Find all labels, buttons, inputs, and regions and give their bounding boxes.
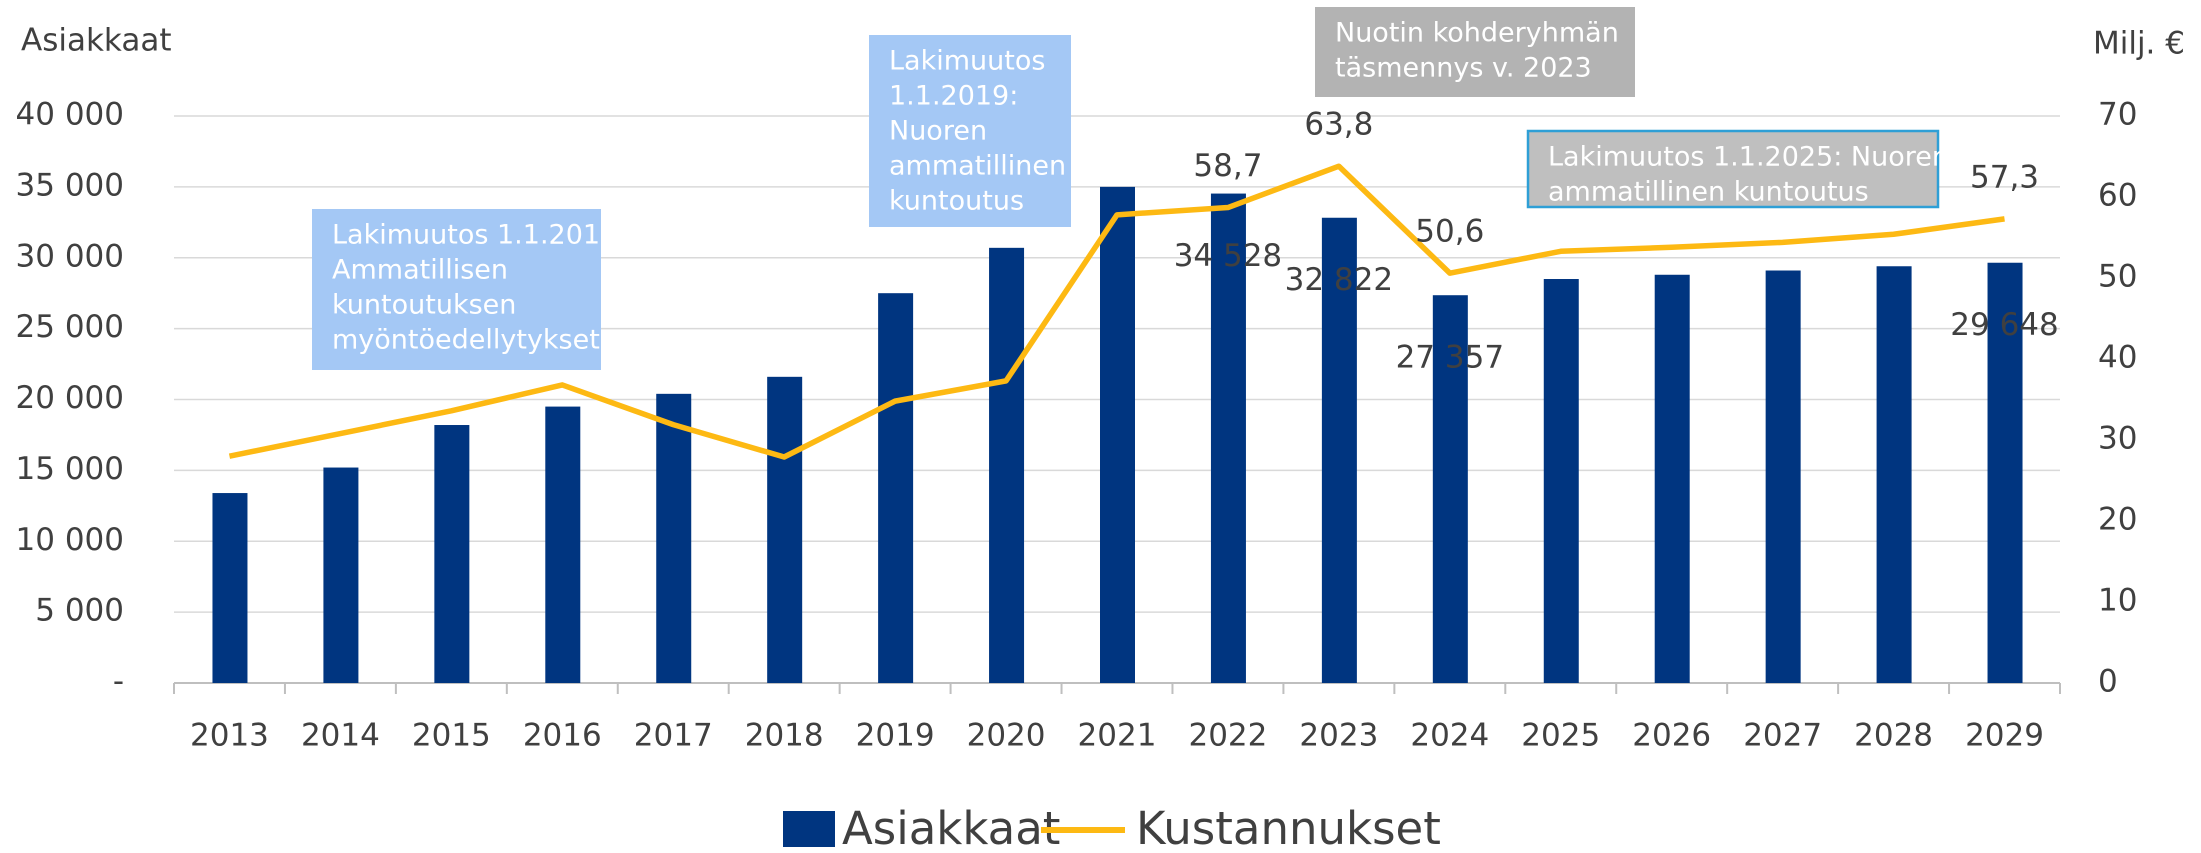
y-tick-label: 40 000 bbox=[16, 97, 124, 133]
y2-axis-title: Milj. € bbox=[2093, 26, 2185, 62]
y2-tick-label: 40 bbox=[2098, 340, 2137, 376]
x-tick-label: 2024 bbox=[1410, 718, 1489, 754]
y2-tick-label: 70 bbox=[2098, 97, 2137, 133]
x-tick-label: 2018 bbox=[745, 718, 824, 754]
bar bbox=[656, 393, 692, 683]
y-tick-label: 35 000 bbox=[16, 167, 124, 203]
annotation-box bbox=[312, 209, 601, 370]
bar bbox=[1432, 295, 1468, 683]
y2-tick-label: 10 bbox=[2098, 583, 2137, 619]
bar bbox=[1765, 270, 1801, 683]
data-label: 63,8 bbox=[1304, 107, 1373, 143]
annotation-text: ammatillinen kuntoutus bbox=[1548, 177, 1869, 208]
y-tick-label: 15 000 bbox=[16, 451, 124, 487]
bar bbox=[1100, 186, 1135, 683]
y2-tick-label: 0 bbox=[2098, 664, 2118, 700]
y-tick-label: 20 000 bbox=[16, 380, 124, 416]
annotation-text: Nuotin kohderyhmän bbox=[1335, 18, 1619, 49]
x-tick-label: 2016 bbox=[523, 718, 602, 754]
y-tick-label: 30 000 bbox=[16, 238, 124, 274]
annotation-text: kuntoutus bbox=[889, 186, 1024, 217]
bar bbox=[767, 376, 803, 683]
annotation-text: Lakimuutos 1.1.2025: Nuoren bbox=[1548, 142, 1949, 173]
bar bbox=[1987, 262, 2023, 683]
x-tick-label: 2017 bbox=[634, 718, 713, 754]
bar bbox=[1654, 274, 1690, 683]
annotation-text: täsmennys v. 2023 bbox=[1335, 53, 1592, 84]
y-tick-label: 10 000 bbox=[16, 522, 124, 558]
y-axis-title: Asiakkaat bbox=[21, 23, 171, 59]
bar bbox=[1210, 193, 1246, 683]
annotation-text: Lakimuutos 1.1.2014: bbox=[332, 220, 626, 251]
line bbox=[228, 163, 2005, 460]
annotation-text: Ammatillisen bbox=[332, 255, 508, 286]
x-tick-label: 2015 bbox=[412, 718, 491, 754]
y-tick-label: 25 000 bbox=[16, 309, 124, 345]
x-tick-label: 2021 bbox=[1078, 718, 1157, 754]
x-tick-label: 2022 bbox=[1188, 718, 1267, 754]
data-label: 50,6 bbox=[1415, 214, 1484, 250]
data-label: 27 357 bbox=[1396, 340, 1504, 376]
annotation-box bbox=[869, 35, 1071, 227]
bar bbox=[1543, 279, 1579, 683]
bar bbox=[878, 293, 914, 683]
x-tick-label: 2028 bbox=[1854, 718, 1933, 754]
bar bbox=[212, 493, 248, 683]
data-label: 58,7 bbox=[1193, 148, 1262, 184]
x-tick-label: 2020 bbox=[967, 718, 1046, 754]
data-label: 29 648 bbox=[1950, 307, 2058, 343]
legend-label: Kustannukset bbox=[1136, 802, 1441, 853]
y2-tick-label: 50 bbox=[2098, 259, 2137, 295]
x-tick-label: 2023 bbox=[1299, 718, 1378, 754]
x-tick-label: 2013 bbox=[190, 718, 269, 754]
x-tick-label: 2027 bbox=[1743, 718, 1822, 754]
bar bbox=[989, 247, 1025, 683]
data-label: 32 822 bbox=[1285, 262, 1393, 298]
x-tick-label: 2025 bbox=[1521, 718, 1600, 754]
bar bbox=[545, 406, 581, 683]
legend-swatch bbox=[783, 811, 835, 847]
data-label: 57,3 bbox=[1970, 159, 2039, 195]
legend-label: Asiakkaat bbox=[842, 802, 1060, 853]
annotation-box bbox=[1315, 7, 1635, 97]
annotation-text: ammatillinen bbox=[889, 151, 1066, 182]
y2-tick-label: 30 bbox=[2098, 421, 2137, 457]
x-tick-label: 2014 bbox=[301, 718, 380, 754]
bar bbox=[323, 467, 359, 683]
bar bbox=[434, 425, 470, 683]
bar bbox=[1321, 217, 1357, 683]
y-tick-label: - bbox=[113, 664, 124, 700]
annotation-text: kuntoutuksen bbox=[332, 290, 516, 321]
annotation-text: Lakimuutos bbox=[889, 46, 1045, 77]
x-tick-label: 2029 bbox=[1965, 718, 2044, 754]
annotation-text: myöntöedellytykset bbox=[332, 325, 600, 356]
annotation-box bbox=[1526, 129, 1940, 209]
annotation-text: Nuoren bbox=[889, 116, 987, 147]
y2-tick-label: 60 bbox=[2098, 178, 2137, 214]
bar bbox=[1876, 266, 1912, 683]
data-label: 34 528 bbox=[1174, 238, 1282, 274]
x-tick-label: 2019 bbox=[856, 718, 935, 754]
annotation-text: 1.1.2019: bbox=[889, 81, 1018, 112]
y2-tick-label: 20 bbox=[2098, 502, 2137, 538]
y-tick-label: 5 000 bbox=[35, 593, 124, 629]
x-tick-label: 2026 bbox=[1632, 718, 1711, 754]
